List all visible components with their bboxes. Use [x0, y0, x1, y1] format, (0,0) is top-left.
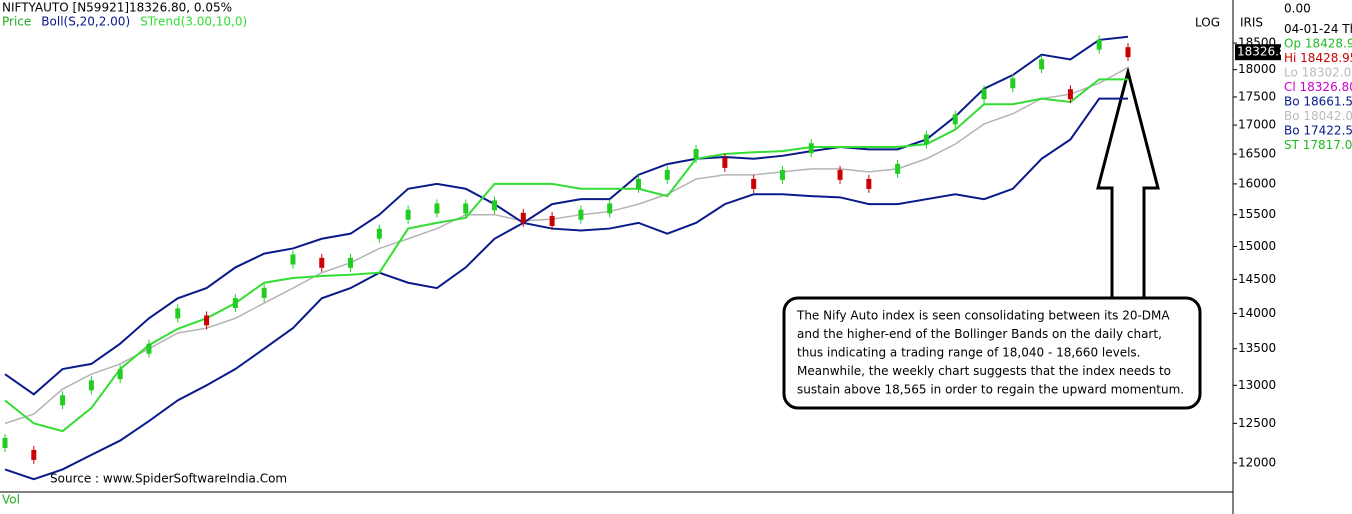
candle — [895, 163, 901, 174]
y-tick-label: 17000 — [1238, 118, 1276, 132]
candle — [693, 149, 699, 160]
annotation-line: The Nify Auto index is seen consolidatin… — [796, 309, 1170, 323]
candle — [1096, 39, 1102, 50]
candle — [751, 178, 757, 189]
candle — [204, 315, 210, 326]
candle — [319, 257, 325, 268]
price-tag: 18326.8 — [1237, 45, 1287, 59]
y-tick-label: 12000 — [1238, 455, 1276, 469]
info-label: Lo 18302.05 — [1284, 66, 1352, 80]
candle — [175, 308, 181, 319]
annotation-line: sustain above 18,565 in order to regain … — [797, 383, 1184, 397]
annotation-box — [782, 296, 1202, 410]
info-label: Op 18428.95 — [1284, 37, 1352, 51]
info-label: Cl 18326.80 — [1284, 80, 1352, 94]
bollinger-upper — [4, 35, 1129, 396]
candle — [923, 134, 929, 145]
info-label: Bo 17422.55 — [1284, 124, 1352, 138]
bollinger-middle — [4, 66, 1129, 425]
candle — [261, 287, 267, 298]
candle — [1010, 78, 1016, 89]
candle — [837, 169, 843, 180]
info-label: ST 17817.08 — [1284, 138, 1352, 152]
candle — [463, 203, 469, 214]
candle — [549, 215, 555, 226]
annotation-line: and the higher-end of the Bollinger Band… — [797, 327, 1162, 341]
info-label: Bo 18042.05 — [1284, 109, 1352, 123]
annotation-line: Meanwhile, the weekly chart suggests tha… — [797, 364, 1171, 378]
y-tick-label: 16500 — [1238, 147, 1276, 161]
legend-entry: Price — [2, 15, 31, 29]
candle — [434, 203, 440, 214]
y-tick-label: 18000 — [1238, 62, 1276, 76]
y-tick-label: 12500 — [1238, 416, 1276, 430]
candle — [952, 114, 958, 125]
candle — [578, 209, 584, 220]
candle — [31, 449, 37, 460]
annotation-line: thus indicating a trading range of 18,04… — [797, 346, 1141, 360]
candle — [866, 178, 872, 189]
volume-label: Vol — [2, 493, 20, 507]
y-tick-label: 17500 — [1238, 89, 1276, 103]
info-label: 04-01-24 Th — [1284, 22, 1352, 36]
y-tick-label: 13500 — [1238, 341, 1276, 355]
info-label: 0.00 — [1284, 2, 1311, 16]
legend-entry: Boll(S,20,2.00) — [41, 15, 130, 29]
candle — [405, 209, 411, 220]
arrow — [1096, 66, 1160, 302]
source: Source : www.SpiderSoftwareIndia.Com — [50, 472, 287, 486]
candle — [1067, 89, 1073, 100]
y-tick-label: 13000 — [1238, 378, 1276, 392]
candle — [1125, 47, 1131, 58]
candle — [664, 169, 670, 180]
candle — [376, 228, 382, 239]
supertrend — [4, 78, 1128, 433]
candle — [232, 298, 238, 309]
bollinger-lower — [4, 97, 1128, 481]
info-label: Bo 18661.55 — [1284, 95, 1352, 109]
candle — [1039, 59, 1045, 70]
candle — [808, 143, 814, 154]
price-tag-bg — [1235, 44, 1281, 61]
info-label: Hi 18428.95 — [1284, 51, 1352, 65]
candle — [607, 203, 613, 214]
candle — [88, 380, 94, 391]
y-tick-label: 15000 — [1238, 239, 1276, 253]
y-tick-label: 14500 — [1238, 272, 1276, 286]
legend-entry: STrend(3.00,10,0) — [140, 15, 247, 29]
candle — [60, 395, 66, 406]
candle — [635, 178, 641, 189]
candle — [2, 437, 8, 448]
y-tick-label: 14000 — [1238, 306, 1276, 320]
candle — [348, 257, 354, 268]
candle — [779, 169, 785, 180]
y-tick-label: 16000 — [1238, 176, 1276, 190]
candle — [981, 89, 987, 100]
chart-title: NIFTYAUTO [N59921]18326.80, 0.05% — [2, 1, 232, 15]
candle — [117, 369, 123, 380]
candle — [722, 157, 728, 168]
panel-label: IRIS — [1240, 16, 1263, 30]
scale-label: LOG — [1195, 16, 1220, 30]
candle — [146, 343, 152, 354]
candle — [492, 200, 498, 211]
legend: Price Boll(S,20,2.00) STrend(3.00,10,0) — [2, 15, 247, 29]
candle — [520, 212, 526, 223]
candle — [290, 254, 296, 265]
y-tick-label: 15500 — [1238, 207, 1276, 221]
